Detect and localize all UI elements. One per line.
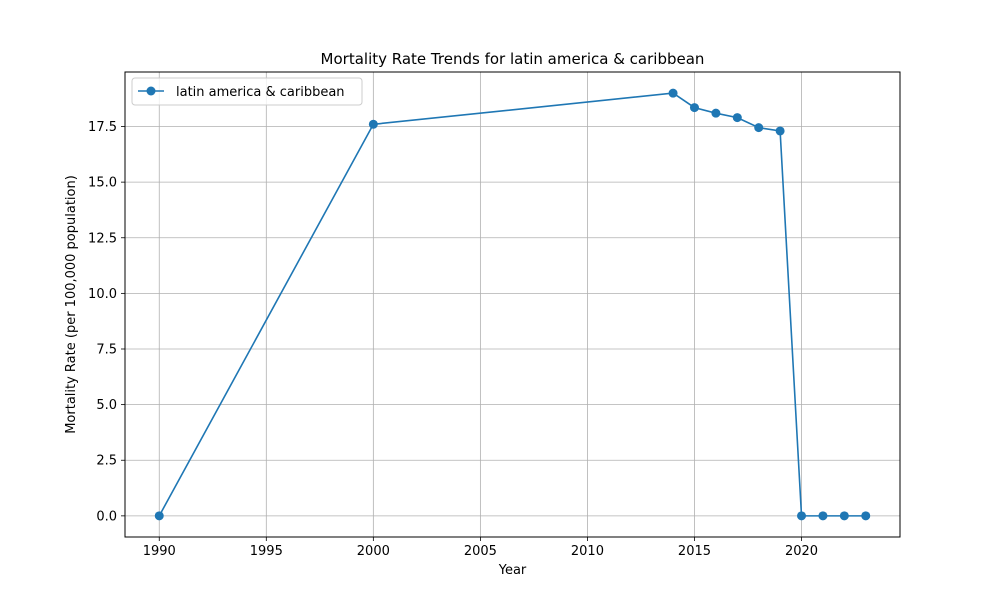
data-point [711,108,721,118]
data-point [732,113,742,123]
grid [125,72,900,537]
y-axis-title: Mortality Rate (per 100,000 population) [64,175,79,434]
y-tick-label: 10.0 [88,287,117,302]
chart-title: Mortality Rate Trends for latin america … [321,50,705,68]
legend-marker-swatch [146,86,156,96]
plot-frame [124,71,901,538]
y-axis: 0.0 2.5 5.0 7.5 10.0 12.5 15.0 17.5 [88,120,125,524]
data-point [754,123,764,133]
x-tick-label: 2015 [678,544,711,559]
x-axis: 1990 1995 2000 2005 2010 2015 2020 [143,537,818,559]
data-point [668,88,678,98]
x-tick-label: 2020 [785,544,818,559]
legend-box [131,77,363,106]
x-tick-label: 1995 [250,544,283,559]
data-point [368,119,378,129]
data-point [154,511,164,521]
y-tick-label: 12.5 [88,231,117,246]
data-point [839,511,849,521]
series-layer [154,88,871,521]
data-point [818,511,828,521]
x-tick-label: 1990 [143,544,176,559]
x-tick-label: 2010 [571,544,604,559]
y-tick-label: 0.0 [96,509,117,524]
data-point [861,511,871,521]
y-tick-label: 15.0 [88,176,117,191]
x-axis-title: Year [498,563,527,578]
legend-label: latin america & caribbean [176,85,345,100]
y-tick-label: 17.5 [88,120,117,135]
x-tick-label: 2000 [357,544,390,559]
data-point [775,126,785,136]
y-tick-label: 5.0 [96,398,117,413]
x-tick-label: 2005 [464,544,497,559]
y-tick-label: 2.5 [96,454,117,469]
legend: latin america & caribbean [131,77,363,106]
data-point [797,511,807,521]
y-tick-label: 7.5 [96,342,117,357]
data-point [689,103,699,113]
